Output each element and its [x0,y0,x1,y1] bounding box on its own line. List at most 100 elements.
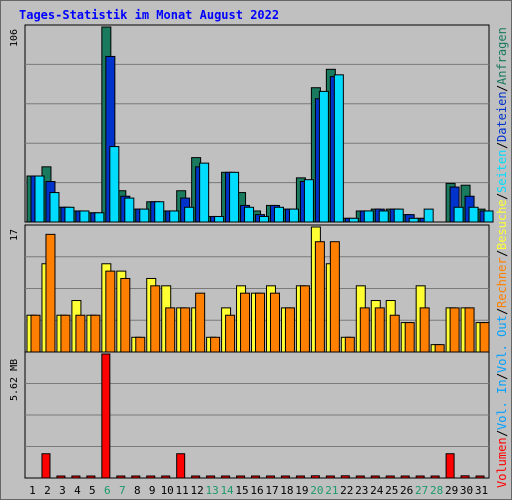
bar-volume-volumen-day-14 [221,475,231,479]
bar-volume-volumen-day-25 [385,475,395,479]
bar-visits-rechner-day-26 [404,322,415,353]
bar-requests-seiten-day-9 [154,201,165,223]
bar-visits-rechner-day-19 [299,285,310,353]
x-tick-label-day-9: 9 [149,484,156,497]
bar-requests-seiten-day-19 [303,179,314,223]
x-tick-label-day-14: 14 [220,484,234,497]
bar-requests-seiten-day-16 [259,215,270,223]
x-tick-label-day-13: 13 [205,484,218,497]
bar-volume-volumen-day-6 [101,353,111,479]
bar-requests-seiten-day-14 [229,171,240,223]
bar-visits-rechner-day-14 [225,314,236,353]
bar-requests-seiten-day-20 [318,90,329,223]
bar-requests-seiten-day-6 [109,146,120,223]
x-tick-label-day-3: 3 [59,484,66,497]
bar-volume-volumen-day-9 [146,475,156,479]
x-tick-label-day-19: 19 [295,484,308,497]
bar-requests-seiten-day-7 [124,197,135,223]
bar-requests-seiten-day-10 [169,210,180,223]
bar-requests-seiten-day-21 [333,74,344,223]
x-tick-label-day-6: 6 [104,484,111,497]
bar-requests-seiten-day-30 [468,206,479,223]
plot-area-requests [24,24,490,223]
bar-visits-rechner-day-25 [389,314,400,353]
bar-visits-rechner-day-7 [120,277,131,353]
x-tick-label-day-23: 23 [355,484,368,497]
x-tick-label-day-28: 28 [430,484,443,497]
bar-requests-seiten-day-26 [408,217,419,223]
x-tick-label-day-4: 4 [74,484,81,497]
x-tick-label-day-20: 20 [310,484,323,497]
bar-volume-volumen-day-31 [475,475,485,479]
bar-volume-volumen-day-28 [430,475,440,479]
x-tick-label-day-24: 24 [370,484,384,497]
x-tick-label-day-26: 26 [400,484,413,497]
bar-requests-seiten-day-24 [378,210,389,223]
bar-visits-rechner-day-11 [180,307,191,353]
bar-requests-seiten-day-29 [453,206,464,223]
bar-visits-rechner-day-5 [90,314,101,353]
x-tick-label-day-2: 2 [44,484,51,497]
bar-requests-seiten-day-13 [214,215,225,223]
bar-visits-rechner-day-2 [45,233,56,353]
bar-volume-volumen-day-23 [355,475,365,479]
bar-volume-volumen-day-16 [251,475,261,479]
bar-volume-volumen-day-13 [206,475,216,479]
bar-volume-volumen-day-29 [445,453,455,479]
x-tick-label-day-8: 8 [134,484,141,497]
bar-volume-volumen-day-27 [415,475,425,479]
bar-visits-rechner-day-23 [359,307,370,353]
bar-volume-volumen-day-21 [325,475,335,479]
bar-volume-volumen-day-3 [56,475,66,479]
x-tick-label-day-11: 11 [176,484,189,497]
x-tick-label-day-12: 12 [191,484,204,497]
bar-requests-seiten-day-18 [288,208,299,223]
bar-visits-rechner-day-18 [284,307,295,353]
bar-requests-seiten-day-2 [49,192,60,223]
x-tick-label-day-10: 10 [161,484,174,497]
bar-visits-rechner-day-10 [165,307,176,353]
bar-volume-volumen-day-15 [236,475,246,479]
bar-requests-seiten-day-27 [423,208,434,223]
bar-visits-rechner-day-15 [240,292,251,353]
bar-requests-seiten-day-25 [393,208,404,223]
bar-volume-volumen-day-2 [41,453,51,479]
bar-volume-volumen-day-7 [116,475,126,479]
bar-requests-seiten-day-15 [244,206,255,223]
bar-volume-volumen-day-10 [161,475,171,479]
bar-visits-rechner-day-28 [434,344,445,353]
bar-volume-volumen-day-20 [310,475,320,479]
bar-volume-volumen-day-30 [460,475,470,479]
bar-visits-rechner-day-3 [60,314,71,353]
x-tick-label-day-17: 17 [265,484,278,497]
chart-title: Tages-Statistik im Monat August 2022 [19,8,280,22]
bar-visits-rechner-day-12 [195,292,206,353]
bar-volume-volumen-day-22 [340,475,350,479]
bar-requests-seiten-day-11 [184,206,195,223]
bar-volume-volumen-day-4 [71,475,81,479]
x-tick-label-day-27: 27 [415,484,428,497]
bar-volume-volumen-day-19 [295,475,305,479]
x-tick-label-day-22: 22 [340,484,353,497]
bar-volume-volumen-day-18 [280,475,290,479]
bar-visits-rechner-day-21 [329,241,340,353]
x-tick-label-day-15: 15 [235,484,248,497]
x-tick-label-day-30: 30 [460,484,473,497]
bar-visits-rechner-day-16 [255,292,266,353]
bar-requests-seiten-day-4 [79,210,90,223]
bar-volume-volumen-day-8 [131,475,141,479]
x-tick-label-day-31: 31 [475,484,488,497]
bar-requests-seiten-day-23 [363,210,374,223]
bar-visits-rechner-day-31 [479,322,490,353]
bar-volume-volumen-day-24 [370,475,380,479]
x-tick-label-day-1: 1 [29,484,36,497]
bar-requests-seiten-day-17 [273,206,284,223]
bar-visits-rechner-day-29 [449,307,460,353]
x-tick-label-day-29: 29 [445,484,458,497]
bar-volume-volumen-day-17 [265,475,275,479]
bar-visits-rechner-day-30 [464,307,475,353]
x-tick-label-day-25: 25 [385,484,398,497]
bar-visits-rechner-day-9 [150,285,161,353]
bar-volume-volumen-day-5 [86,475,96,479]
